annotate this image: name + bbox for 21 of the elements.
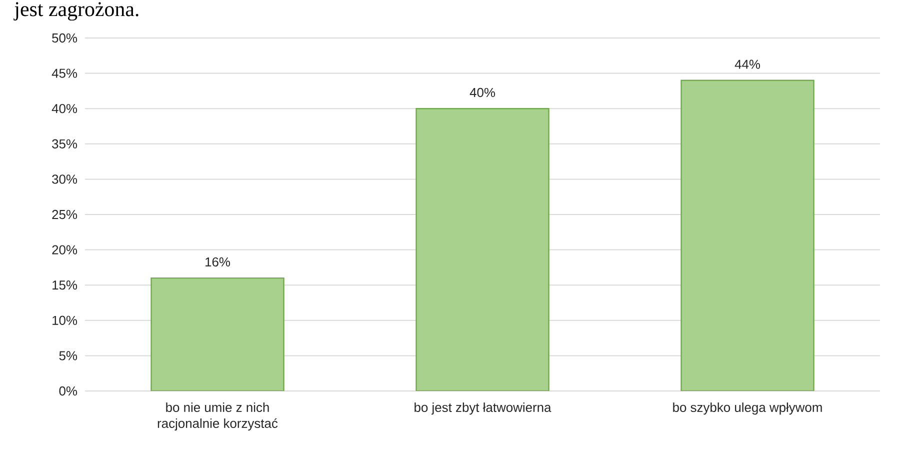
y-tick-label: 25% [52, 210, 78, 220]
bar [150, 277, 284, 391]
y-tick-label: 10% [52, 316, 78, 325]
x-tick-label: bo jest zbyt łatwowierna [414, 402, 552, 415]
y-tick-label: 20% [52, 245, 78, 254]
data-label: 44% [734, 60, 760, 69]
y-tick-label: 35% [52, 139, 78, 148]
y-tick-label: 45% [52, 68, 78, 78]
x-tick-label: bo nie umie z nich racjonalnie korzystać [158, 402, 278, 431]
bar [416, 108, 550, 391]
chart-title: jest zagrożona. [14, 2, 138, 21]
data-label: 40% [470, 88, 496, 98]
bar [680, 80, 814, 391]
x-tick-label: bo szybko ulega wpływom [673, 402, 822, 415]
data-label: 16% [206, 257, 230, 267]
y-tick-label: 5% [59, 351, 78, 360]
y-tick-label: 15% [52, 280, 78, 290]
y-tick-label: 0% [59, 386, 78, 396]
y-tick-label: 40% [52, 104, 78, 114]
y-tick-label: 50% [52, 33, 78, 43]
y-tick-label: 30% [52, 174, 78, 184]
